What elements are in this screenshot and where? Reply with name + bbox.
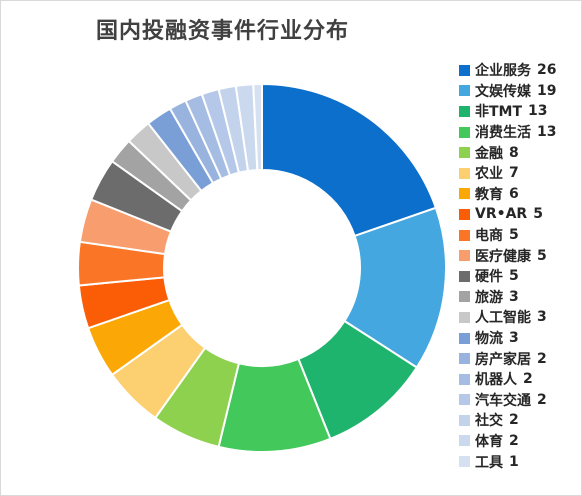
legend-label: 人工智能 (475, 310, 531, 327)
legend-swatch (459, 394, 470, 406)
legend-item-8: VR•AR 5 (459, 204, 556, 225)
legend-swatch (459, 64, 470, 76)
legend-label: VR•AR (475, 206, 528, 223)
legend-label: 旅游 (475, 289, 503, 306)
legend-item-11: 硬件 5 (459, 266, 556, 287)
legend-swatch (459, 85, 470, 97)
legend-item-9: 电商 5 (459, 225, 556, 246)
legend-item-2: 文娱传媒 19 (459, 81, 556, 102)
legend-swatch (459, 229, 470, 241)
legend-value: 26 (537, 62, 557, 79)
legend-value: 3 (509, 288, 519, 305)
legend-label: 工具 (475, 454, 503, 471)
legend-label: 医疗健康 (475, 248, 531, 265)
legend-label: 体育 (475, 433, 503, 450)
legend-item-17: 汽车交通 2 (459, 390, 556, 411)
legend-item-1: 企业服务 26 (459, 60, 556, 81)
donut-slice-20 (252, 82, 263, 172)
legend-item-12: 旅游 3 (459, 287, 556, 308)
legend-label: 机器人 (475, 372, 517, 389)
legend-value: 2 (509, 412, 519, 429)
legend-label: 教育 (475, 186, 503, 203)
legend-swatch (459, 105, 470, 117)
legend-label: 房产家居 (475, 351, 531, 368)
legend-label: 社交 (475, 413, 503, 430)
legend-label: 电商 (475, 228, 503, 245)
legend-value: 3 (509, 330, 519, 347)
legend-swatch (459, 291, 470, 303)
legend-swatch (459, 167, 470, 179)
legend-value: 6 (509, 185, 519, 202)
legend-item-7: 教育 6 (459, 184, 556, 205)
legend-swatch (459, 126, 470, 138)
legend-value: 5 (509, 227, 519, 244)
legend-value: 13 (537, 124, 557, 141)
legend-swatch (459, 414, 470, 426)
legend-label: 硬件 (475, 269, 503, 286)
legend-value: 2 (537, 391, 547, 408)
legend-value: 2 (523, 371, 533, 388)
legend-swatch (459, 270, 470, 282)
legend-swatch (459, 373, 470, 385)
legend-value: 13 (528, 103, 548, 120)
legend-item-16: 机器人 2 (459, 369, 556, 390)
legend-item-5: 金融 8 (459, 142, 556, 163)
legend-swatch (459, 208, 470, 220)
legend-label: 消费生活 (475, 125, 531, 142)
legend-item-3: 非TMT 13 (459, 101, 556, 122)
legend-value: 7 (509, 165, 519, 182)
legend-label: 农业 (475, 166, 503, 183)
legend-swatch (459, 435, 470, 447)
legend-item-15: 房产家居 2 (459, 348, 556, 369)
legend-value: 2 (509, 432, 519, 449)
legend-value: 3 (537, 309, 547, 326)
legend-swatch (459, 353, 470, 365)
legend-item-4: 消费生活 13 (459, 122, 556, 143)
legend-swatch (459, 456, 470, 468)
legend-item-13: 人工智能 3 (459, 307, 556, 328)
donut-slice-1 (261, 82, 438, 238)
legend-item-18: 社交 2 (459, 410, 556, 431)
legend-swatch (459, 147, 470, 159)
legend-swatch (459, 332, 470, 344)
legend-label: 汽车交通 (475, 392, 531, 409)
legend-value: 1 (509, 453, 519, 470)
legend-value: 5 (509, 268, 519, 285)
legend-value: 2 (537, 350, 547, 367)
legend-label: 物流 (475, 331, 503, 348)
legend-label: 文娱传媒 (475, 83, 531, 100)
legend-swatch (459, 250, 470, 262)
legend-value: 5 (533, 206, 543, 223)
legend-item-10: 医疗健康 5 (459, 245, 556, 266)
chart-title: 国内投融资事件行业分布 (96, 19, 350, 44)
legend-label: 非TMT (475, 104, 523, 121)
chart-legend: 企业服务 26 文娱传媒 19 非TMT 13 消费生活 13 金融 8 农业 7 教育 6 VR•AR 5 电… (459, 60, 556, 472)
legend-item-14: 物流 3 (459, 328, 556, 349)
legend-label: 金融 (475, 145, 503, 162)
legend-label: 企业服务 (475, 63, 531, 80)
legend-value: 19 (537, 82, 557, 99)
legend-swatch (459, 311, 470, 323)
legend-item-20: 工具 1 (459, 451, 556, 472)
legend-item-6: 农业 7 (459, 163, 556, 184)
legend-value: 8 (509, 144, 519, 161)
legend-value: 5 (537, 247, 547, 264)
legend-item-19: 体育 2 (459, 431, 556, 452)
legend-swatch (459, 188, 470, 200)
